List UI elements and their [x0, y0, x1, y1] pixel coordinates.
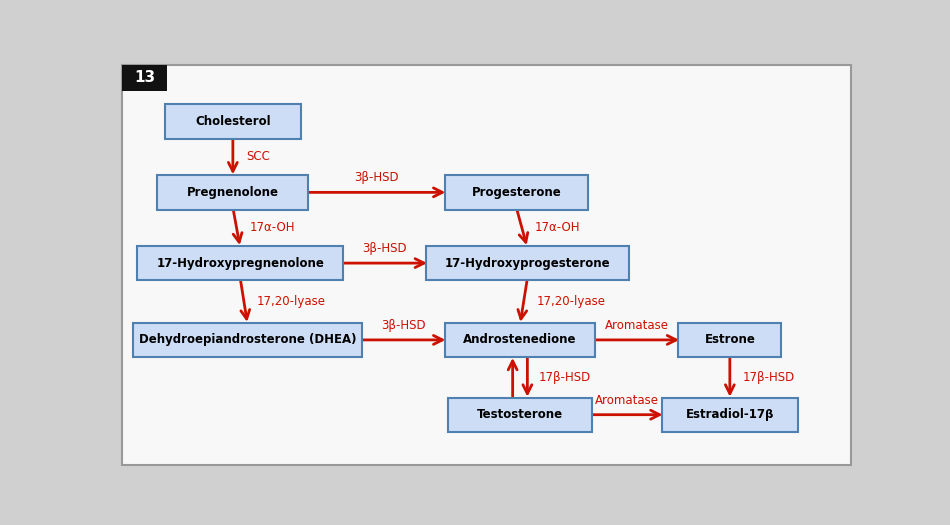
- FancyBboxPatch shape: [445, 323, 596, 357]
- Text: 17α-OH: 17α-OH: [250, 221, 295, 234]
- Text: Cholesterol: Cholesterol: [195, 115, 271, 128]
- FancyBboxPatch shape: [158, 175, 309, 209]
- Text: 17α-OH: 17α-OH: [535, 221, 580, 234]
- FancyBboxPatch shape: [427, 246, 629, 280]
- Text: Testosterone: Testosterone: [477, 408, 563, 421]
- FancyBboxPatch shape: [662, 397, 798, 432]
- Text: 3β-HSD: 3β-HSD: [362, 242, 407, 255]
- Text: 17,20-lyase: 17,20-lyase: [537, 295, 606, 308]
- Text: Aromatase: Aromatase: [605, 319, 669, 332]
- FancyBboxPatch shape: [448, 397, 592, 432]
- Text: 3β-HSD: 3β-HSD: [354, 171, 399, 184]
- Text: SCC: SCC: [246, 151, 270, 163]
- Text: Estrone: Estrone: [704, 333, 755, 346]
- Text: 17β-HSD: 17β-HSD: [743, 371, 795, 384]
- FancyBboxPatch shape: [678, 323, 781, 357]
- FancyBboxPatch shape: [137, 246, 343, 280]
- FancyBboxPatch shape: [133, 323, 362, 357]
- FancyBboxPatch shape: [445, 175, 588, 209]
- Text: Estradiol-17β: Estradiol-17β: [686, 408, 774, 421]
- Text: 17β-HSD: 17β-HSD: [539, 371, 591, 384]
- Text: Dehydroepiandrosterone (DHEA): Dehydroepiandrosterone (DHEA): [139, 333, 356, 346]
- Text: Progesterone: Progesterone: [471, 186, 561, 199]
- FancyBboxPatch shape: [164, 104, 301, 139]
- Text: Pregnenolone: Pregnenolone: [187, 186, 279, 199]
- Text: 13: 13: [134, 70, 155, 86]
- FancyBboxPatch shape: [123, 65, 166, 91]
- Text: Aromatase: Aromatase: [595, 394, 658, 406]
- Text: Androstenedione: Androstenedione: [464, 333, 577, 346]
- Text: 3β-HSD: 3β-HSD: [381, 319, 426, 332]
- FancyBboxPatch shape: [123, 65, 851, 465]
- Text: 17,20-lyase: 17,20-lyase: [257, 295, 326, 308]
- Text: 17-Hydroxypregnenolone: 17-Hydroxypregnenolone: [157, 257, 324, 270]
- Text: 17-Hydroxyprogesterone: 17-Hydroxyprogesterone: [445, 257, 610, 270]
